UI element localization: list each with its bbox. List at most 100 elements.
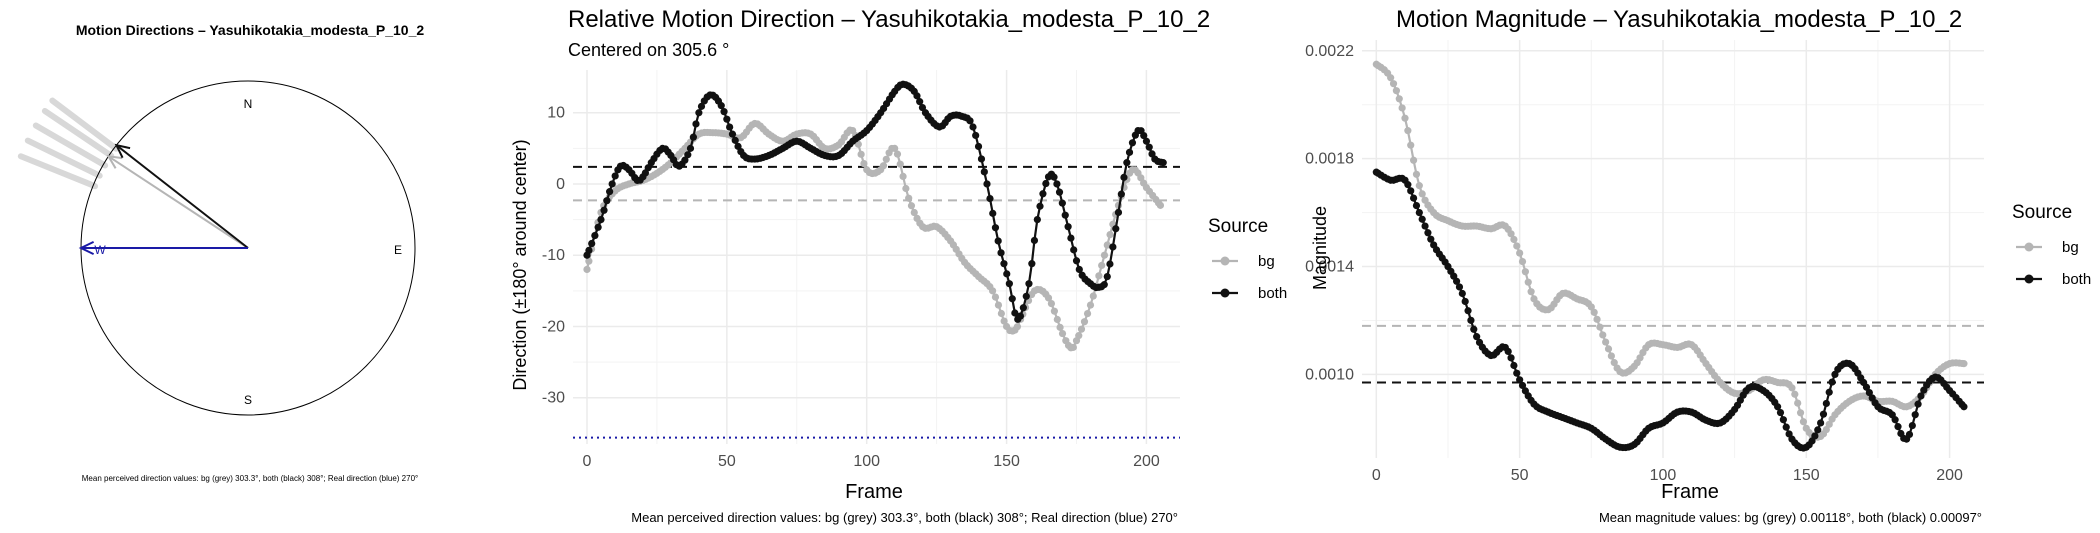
magnitude-footer: Mean magnitude values: bg (grey) 0.00118… (1599, 510, 1982, 525)
p3-point-bg-14 (1412, 170, 1421, 178)
p2-point-both-147 (994, 237, 1002, 245)
compass-ray-2 (32, 122, 109, 169)
p3-point-both-141 (1776, 408, 1785, 417)
p2-xtick-1: 50 (718, 453, 736, 470)
p2-point-bg-149 (1000, 317, 1008, 325)
p3-point-both-155 (1817, 419, 1825, 427)
p2-point-bg-146 (991, 293, 1000, 301)
p3-point-bg-80 (1602, 338, 1610, 346)
p2-point-both-201 (1145, 143, 1153, 151)
p2-point-both-140 (974, 142, 983, 151)
p2-point-both-41 (697, 102, 706, 110)
p2-point-both-39 (692, 120, 700, 128)
p2-point-bg-178 (1080, 318, 1089, 326)
compass-label-n: N (244, 97, 253, 111)
p2-point-both-185 (1100, 281, 1108, 289)
direction-subtitle: Centered on 305.6 ° (568, 40, 729, 60)
compass-rays (17, 97, 120, 190)
p2-point-both-119 (916, 98, 924, 106)
p3-point-bg-149 (1799, 418, 1808, 426)
p3-point-both-31 (1461, 297, 1469, 306)
compass-panel: Motion Directions – Yasuhikotakia_modest… (17, 22, 424, 483)
compass-arrow-bg-head (106, 155, 123, 169)
p2-point-both-168 (1053, 180, 1061, 188)
p3-point-both-15 (1415, 208, 1423, 217)
p3-point-both-186 (1905, 430, 1914, 439)
p3-point-bg-50 (1516, 249, 1524, 257)
p3-point-bg-49 (1513, 242, 1521, 250)
p2-point-both-159 (1028, 260, 1036, 268)
p2-point-both-6 (600, 206, 608, 214)
p2-point-both-145 (989, 209, 997, 217)
p2-point-bg-116 (907, 202, 916, 210)
p3-point-bg-75 (1587, 303, 1595, 311)
p3-point-both-19 (1427, 235, 1435, 243)
direction-y-label: Direction (±180° around center) (510, 139, 530, 390)
p2-point-both-163 (1039, 190, 1047, 198)
p2-ytick-0: 10 (547, 105, 565, 122)
p2-point-both-142 (980, 168, 988, 176)
p3-point-bg-7 (1392, 87, 1400, 95)
p2-point-both-187 (1106, 260, 1114, 268)
p2-point-both-8 (606, 188, 614, 196)
p2-xtick-4: 200 (1133, 453, 1160, 470)
p3-point-both-18 (1424, 229, 1432, 237)
p3-point-bg-82 (1607, 352, 1615, 360)
p3-ytick-3: 0.0010 (1305, 366, 1354, 383)
compass-label-e: E (394, 243, 402, 257)
p3-point-bg-48 (1510, 235, 1518, 244)
p2-point-bg-98 (857, 150, 865, 158)
p3-point-both-33 (1467, 316, 1475, 324)
compass-footer: Mean perceived direction values: bg (gre… (82, 474, 418, 483)
p2-point-both-52 (728, 130, 737, 138)
compass-ray-0 (17, 153, 99, 190)
p2-point-both-153 (1011, 309, 1019, 317)
p2-point-both-188 (1109, 243, 1117, 251)
p2-point-bg-0 (583, 265, 591, 274)
p2-point-both-157 (1022, 292, 1030, 300)
p2-point-bg-174 (1069, 343, 1077, 351)
p2-point-both-161 (1033, 216, 1041, 224)
p2-xtick-0: 0 (583, 453, 592, 470)
p2-point-both-5 (597, 216, 605, 224)
direction-grid (573, 70, 1180, 444)
p3-point-both-159 (1828, 378, 1836, 386)
p2-point-both-137 (966, 117, 974, 125)
compass-arrow-both-head (114, 143, 131, 159)
p3-point-bg-148 (1796, 409, 1805, 417)
p2-point-both-176 (1075, 265, 1083, 274)
p2-point-both-175 (1072, 257, 1081, 265)
p3-point-both-16 (1418, 215, 1426, 223)
p3-point-bg-145 (1788, 384, 1796, 392)
p2-point-both-155 (1016, 312, 1025, 320)
p3-point-both-187 (1908, 421, 1916, 430)
p3-point-both-48 (1510, 361, 1518, 370)
p2-point-both-143 (983, 180, 991, 188)
magnitude-tick-labels: 0 50 100 150 200 0.0022 0.0018 0.0014 0.0010 (1305, 43, 1963, 484)
p2-point-both-193 (1123, 159, 1131, 167)
p2-ytick-3: -20 (542, 318, 565, 335)
p2-point-both-171 (1061, 211, 1069, 219)
p3-point-both-190 (1917, 392, 1925, 400)
p2-point-both-173 (1067, 234, 1075, 242)
p2-point-both-164 (1042, 179, 1050, 188)
p3-point-bg-53 (1524, 278, 1532, 286)
p2-point-bg-112 (896, 160, 904, 168)
p3-point-both-35 (1473, 333, 1481, 341)
magnitude-y-label: Magnitude (1310, 206, 1330, 290)
p3-point-both-156 (1819, 410, 1828, 418)
p3-point-bg-12 (1407, 141, 1415, 149)
p2-point-bg-145 (988, 287, 997, 295)
p2-point-both-149 (1000, 260, 1008, 268)
p2-point-bg-184 (1098, 261, 1106, 270)
p3-legend-label-both: both (2062, 271, 2091, 288)
p3-point-both-50 (1516, 376, 1524, 384)
p3-point-bg-81 (1604, 345, 1613, 353)
p2-point-both-50 (723, 115, 731, 123)
p3-point-both-142 (1779, 416, 1787, 424)
p2-point-both-191 (1117, 190, 1125, 198)
p2-point-bg-99 (860, 159, 868, 168)
p2-point-bg-148 (997, 309, 1005, 318)
direction-reference-lines (573, 165, 1180, 439)
